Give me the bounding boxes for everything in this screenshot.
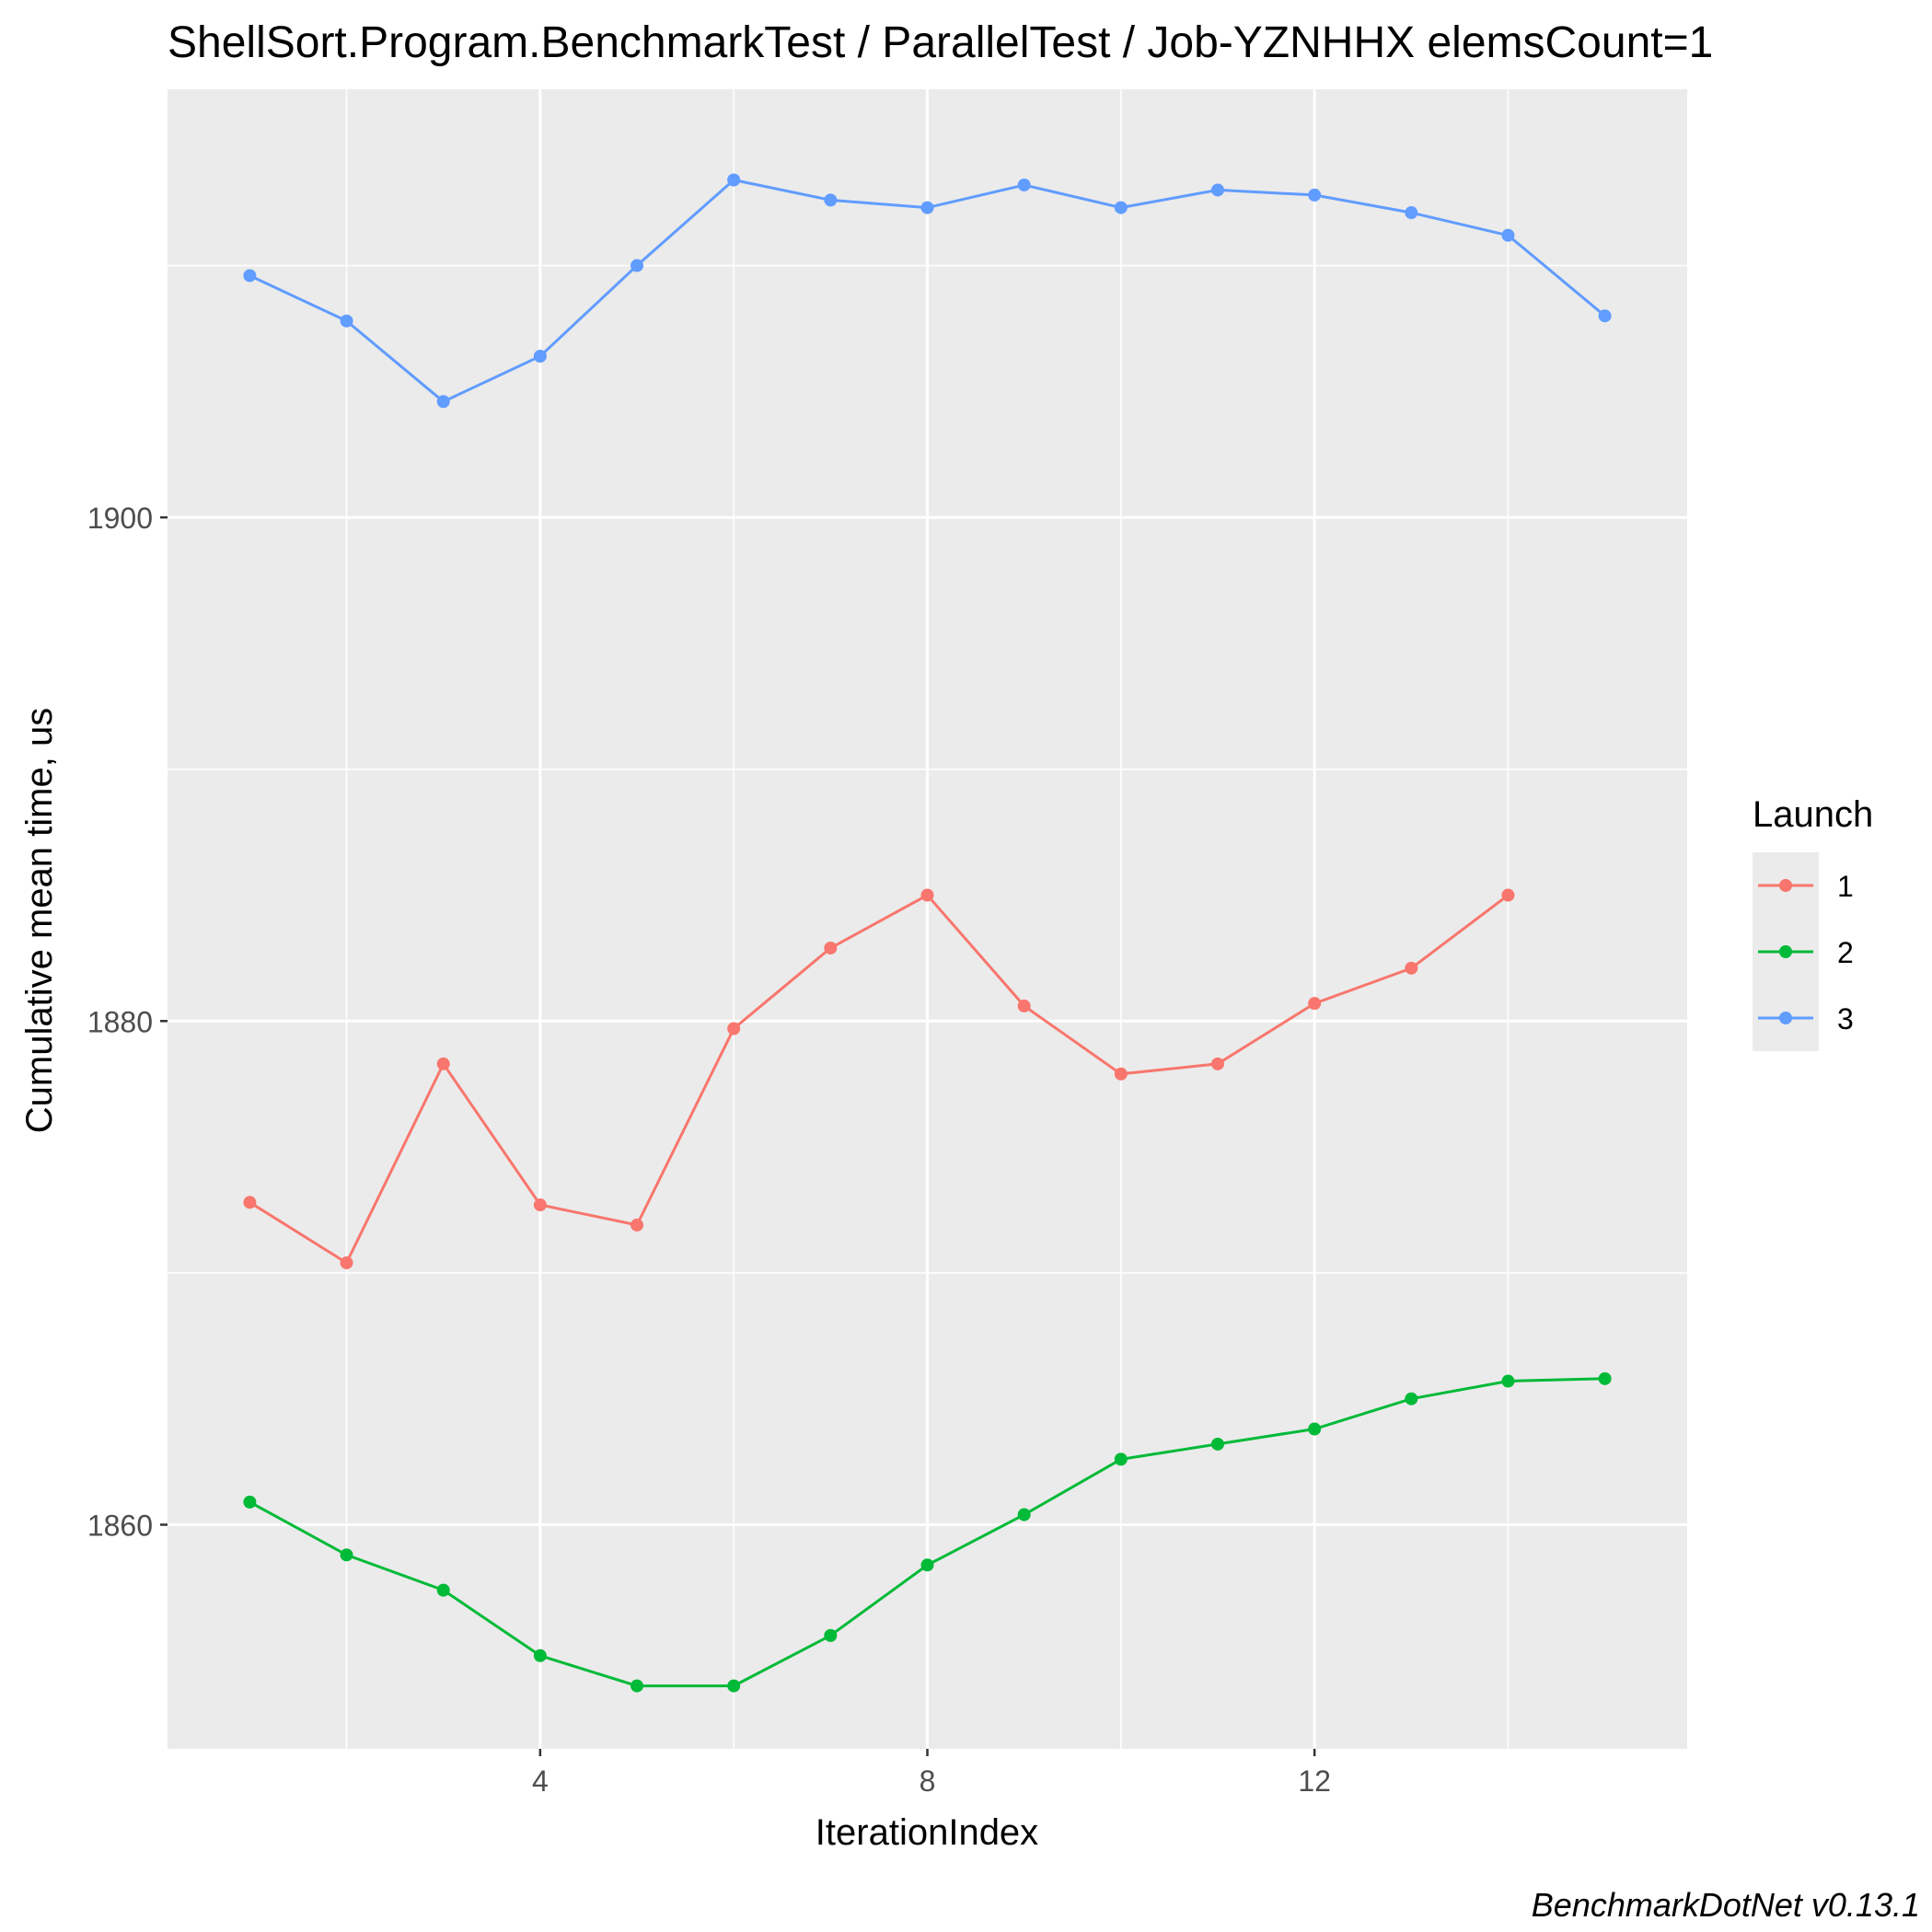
data-point-launch-3 [1114, 201, 1128, 214]
y-tick-label: 1900 [87, 502, 153, 535]
data-point-launch-3 [533, 350, 547, 364]
data-point-launch-1 [1210, 1057, 1224, 1070]
data-point-launch-2 [243, 1495, 257, 1509]
data-point-launch-3 [727, 173, 741, 187]
legend-label-launch-3: 3 [1837, 1002, 1854, 1035]
data-point-launch-3 [1405, 206, 1418, 220]
legend-title: Launch [1753, 794, 1873, 835]
data-point-launch-2 [533, 1649, 547, 1662]
data-point-launch-3 [1210, 183, 1224, 197]
data-point-launch-3 [1308, 188, 1322, 202]
data-point-launch-2 [1114, 1452, 1128, 1466]
data-point-launch-1 [436, 1057, 450, 1070]
legend: Launch 1 2 3 [1753, 794, 1873, 1051]
data-point-launch-3 [824, 193, 838, 207]
x-tick-label: 8 [920, 1764, 936, 1798]
x-tick-label: 4 [532, 1764, 549, 1798]
data-point-launch-2 [340, 1548, 353, 1562]
data-point-launch-2 [824, 1628, 838, 1642]
data-point-launch-2 [436, 1583, 450, 1597]
data-point-launch-2 [920, 1558, 934, 1572]
y-tick-label: 1860 [87, 1509, 153, 1542]
data-point-launch-1 [824, 941, 838, 954]
data-point-launch-1 [1405, 961, 1418, 975]
data-point-launch-1 [920, 888, 934, 902]
gridlines [168, 89, 1687, 1749]
data-point-launch-2 [1405, 1392, 1418, 1406]
data-point-launch-1 [243, 1196, 257, 1209]
data-point-launch-1 [1114, 1067, 1128, 1081]
y-axis-label: Cumulative mean time, us [19, 708, 60, 1133]
y-tick-label: 1880 [87, 1005, 153, 1038]
data-point-launch-1 [340, 1255, 353, 1269]
data-point-launch-2 [1210, 1437, 1224, 1451]
data-point-launch-1 [1017, 999, 1031, 1012]
caption: BenchmarkDotNet v0.13.1 [1532, 1886, 1920, 1924]
legend-point-launch-2 [1779, 945, 1792, 958]
legend-point-launch-1 [1779, 879, 1792, 892]
legend-label-launch-1: 1 [1837, 870, 1854, 903]
x-tick-label: 12 [1298, 1764, 1331, 1798]
data-point-launch-1 [533, 1198, 547, 1212]
data-point-launch-1 [631, 1218, 644, 1232]
data-point-launch-1 [727, 1022, 741, 1035]
data-point-launch-3 [340, 314, 353, 328]
legend-keys: 1 2 3 [1758, 870, 1854, 1035]
data-point-launch-1 [1308, 997, 1322, 1011]
data-point-launch-3 [1598, 309, 1612, 323]
data-point-launch-3 [1501, 228, 1515, 242]
data-point-launch-2 [1017, 1508, 1031, 1521]
data-point-launch-2 [727, 1679, 741, 1693]
data-point-launch-1 [1501, 888, 1515, 902]
data-point-launch-3 [436, 395, 450, 409]
data-point-launch-2 [631, 1679, 644, 1693]
series-line-launch-1 [249, 893, 1510, 1266]
data-point-launch-3 [1017, 178, 1031, 191]
data-point-launch-2 [1598, 1371, 1612, 1385]
data-point-launch-2 [1308, 1422, 1322, 1436]
chart-title: ShellSort.Program.BenchmarkTest / Parall… [168, 18, 1713, 67]
series-lines [243, 173, 1612, 1693]
data-point-launch-3 [920, 201, 934, 214]
axes: 1860 1880 1900 4 8 12 [87, 502, 1331, 1798]
data-point-launch-3 [631, 259, 644, 272]
legend-label-launch-2: 2 [1837, 936, 1854, 969]
data-point-launch-3 [243, 269, 257, 283]
data-point-launch-2 [1501, 1374, 1515, 1388]
x-axis-label: IterationIndex [816, 1812, 1038, 1853]
legend-point-launch-3 [1779, 1012, 1792, 1024]
